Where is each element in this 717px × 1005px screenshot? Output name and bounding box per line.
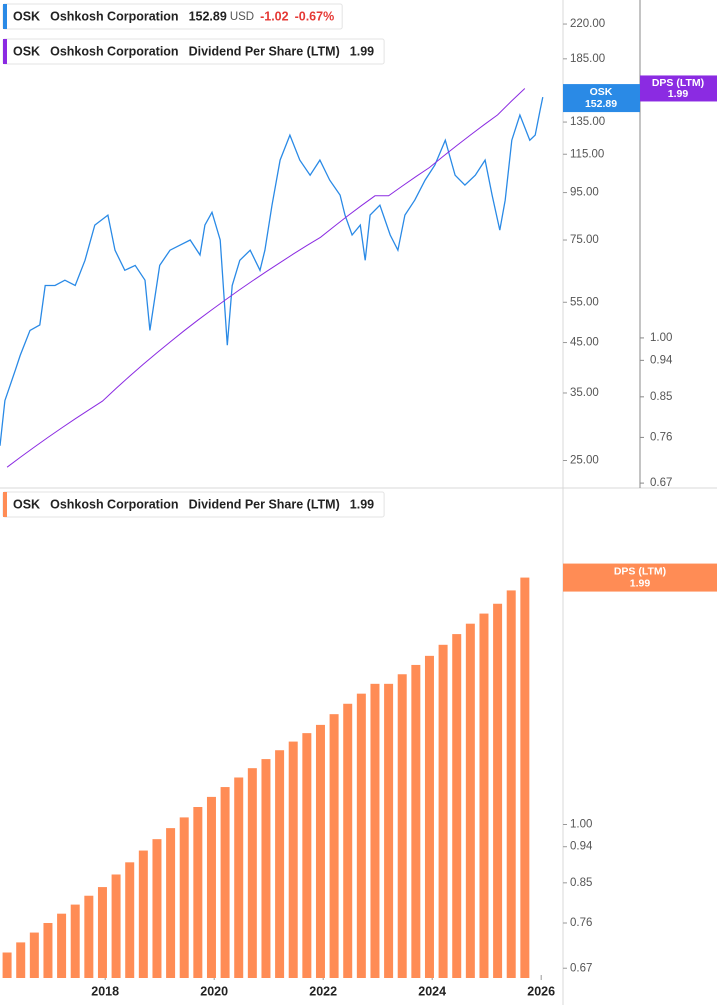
- legend-swatch: [3, 492, 7, 517]
- dps-tag: [563, 563, 717, 592]
- bar: [343, 703, 353, 978]
- bar: [193, 807, 203, 978]
- bar: [16, 942, 26, 978]
- x-tick-label: 2018: [91, 984, 119, 998]
- y-tick-label: 55.00: [570, 296, 599, 308]
- bar: [315, 724, 325, 978]
- bar: [288, 741, 298, 978]
- y-tick-label: 95.00: [570, 187, 599, 199]
- bar: [465, 623, 475, 978]
- dps-tag: [640, 75, 717, 102]
- y-tick-label: 35.00: [570, 387, 599, 399]
- y2-tick-label: 0.67: [650, 477, 672, 489]
- legend-ticker: OSK: [13, 9, 40, 23]
- bar: [220, 787, 230, 978]
- y-tick-label: 0.94: [570, 841, 593, 853]
- series-line: [0, 96, 544, 446]
- legend-series: Dividend Per Share (LTM): [189, 497, 340, 511]
- dps-tag-value: 1.99: [630, 577, 651, 589]
- bar: [29, 932, 39, 978]
- price-tag-value: 152.89: [585, 98, 617, 110]
- legend-change-percent: -0.67%: [295, 9, 335, 23]
- legend-company: Oshkosh Corporation: [50, 44, 178, 58]
- y2-tick-label: 0.94: [650, 354, 673, 366]
- bar: [397, 674, 407, 978]
- legend-value: 1.99: [350, 497, 374, 511]
- bar: [261, 759, 271, 978]
- y-tick-label: 45.00: [570, 337, 599, 349]
- y2-tick-label: 0.76: [650, 431, 672, 443]
- y-tick-label: 1.00: [570, 819, 592, 831]
- bar: [247, 768, 257, 978]
- y-tick-label: 0.85: [570, 877, 592, 889]
- bar: [275, 750, 285, 978]
- dps-tag-name: DPS (LTM): [652, 77, 704, 89]
- legend-company: Oshkosh Corporation: [50, 497, 178, 511]
- y2-tick-label: 0.85: [650, 391, 672, 403]
- x-tick-label: 2022: [309, 984, 337, 998]
- bar: [138, 850, 148, 978]
- bar: [97, 887, 107, 978]
- bar: [111, 874, 121, 978]
- bar: [506, 590, 516, 978]
- legend-swatch: [3, 4, 7, 29]
- bar: [179, 817, 189, 978]
- bar: [424, 655, 434, 978]
- bar: [57, 913, 67, 978]
- dps-tag-value: 1.99: [668, 88, 689, 100]
- bar: [206, 796, 216, 978]
- legend-currency: USD: [230, 11, 254, 23]
- legend-price: 152.89: [189, 9, 227, 23]
- bar: [84, 895, 94, 978]
- bar: [2, 952, 12, 978]
- y-tick-label: 75.00: [570, 234, 599, 246]
- bar: [384, 683, 394, 978]
- y-tick-label: 0.67: [570, 962, 592, 974]
- legend-change: -1.02: [260, 9, 289, 23]
- price-tag: [563, 84, 640, 113]
- bar: [329, 714, 339, 978]
- price-tag-name: OSK: [590, 86, 613, 98]
- bar: [234, 777, 244, 978]
- series-line: [6, 88, 526, 468]
- legend-swatch: [3, 39, 7, 64]
- x-tick-label: 2026: [527, 984, 555, 998]
- legend-ticker: OSK: [13, 497, 40, 511]
- bar: [43, 922, 53, 978]
- y-tick-label: 135.00: [570, 116, 605, 128]
- y-tick-label: 25.00: [570, 455, 599, 467]
- bar: [452, 634, 462, 978]
- x-tick-label: 2020: [200, 984, 228, 998]
- bar: [493, 603, 503, 978]
- y-tick-label: 115.00: [570, 148, 604, 160]
- bar: [152, 839, 162, 978]
- y-tick-label: 185.00: [570, 53, 605, 65]
- x-tick-label: 2024: [418, 984, 446, 998]
- y-tick-label: 0.76: [570, 917, 592, 929]
- bar: [302, 733, 312, 978]
- legend-ticker: OSK: [13, 44, 40, 58]
- y2-tick-label: 1.00: [650, 332, 672, 344]
- y-tick-label: 220.00: [570, 18, 605, 30]
- bar: [70, 904, 80, 978]
- legend: OSK Oshkosh Corporation 152.89 USD -1.02 -0.6…: [2, 3, 343, 30]
- bar: [166, 828, 176, 978]
- legend-value: 1.99: [350, 44, 374, 58]
- bar: [479, 613, 489, 978]
- bar: [370, 683, 380, 978]
- bar: [125, 862, 135, 978]
- legend: OSK Oshkosh Corporation Dividend Per Share…: [2, 38, 385, 65]
- legend-series: Dividend Per Share (LTM): [189, 44, 340, 58]
- bar: [438, 644, 448, 978]
- dps-tag-name: DPS (LTM): [614, 565, 666, 577]
- bar: [356, 693, 366, 978]
- bar: [520, 577, 530, 978]
- legend-company: Oshkosh Corporation: [50, 9, 178, 23]
- legend: OSK Oshkosh Corporation Dividend Per Share…: [2, 491, 385, 518]
- bar: [411, 664, 421, 978]
